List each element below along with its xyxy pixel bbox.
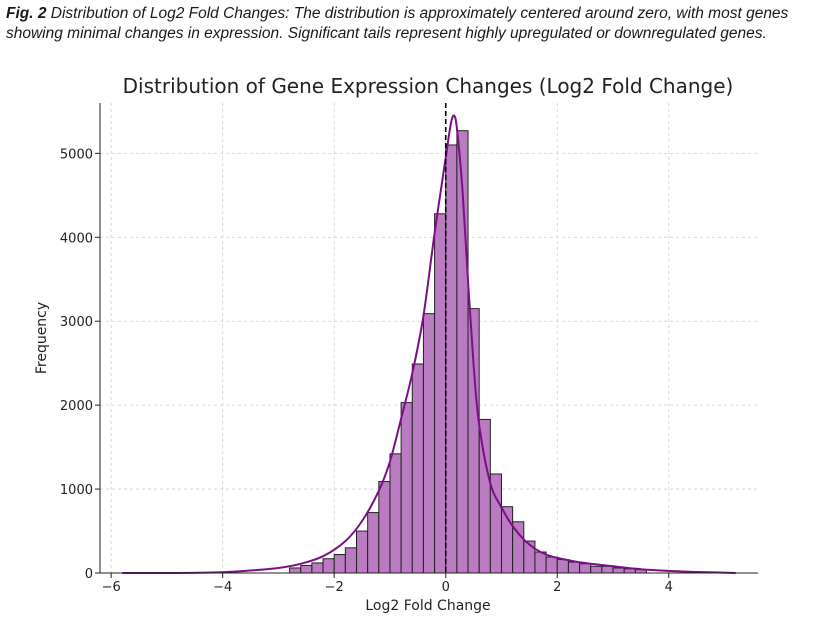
histogram-bar-11 xyxy=(411,363,424,574)
histogram-bars xyxy=(289,130,647,574)
figure-label: Fig. 2 xyxy=(6,5,47,22)
y-tick-label-4: 4000 xyxy=(60,231,93,246)
histogram-bar-24 xyxy=(556,559,569,574)
histogram-bar-1 xyxy=(300,564,313,574)
histogram-bar-10 xyxy=(400,402,413,574)
histogram-bar-13 xyxy=(434,213,447,574)
y-tick-label-2: 2000 xyxy=(60,399,93,414)
y-axis-label: Frequency xyxy=(34,302,50,374)
histogram-bar-27 xyxy=(590,565,603,574)
kde-curve-layer xyxy=(122,114,736,575)
histogram-bar-26 xyxy=(579,563,592,574)
histogram-bar-4 xyxy=(333,554,346,574)
histogram-bar-29 xyxy=(612,567,625,574)
axes: −6 −4 −2 0 2 4 0 1000 2000 3000 4000 5000 xyxy=(60,103,758,595)
histogram-bar-25 xyxy=(567,561,581,574)
histogram-bar-16 xyxy=(467,308,480,574)
histogram-bar-28 xyxy=(601,565,614,574)
x-axis-label: Log2 Fold Change xyxy=(365,598,490,614)
x-tick-label-5: 4 xyxy=(665,580,673,595)
y-tick-label-3: 3000 xyxy=(60,315,93,330)
x-tick-label-1: −4 xyxy=(213,580,232,595)
histogram-bar-23 xyxy=(545,556,558,574)
histogram-bar-21 xyxy=(523,540,536,574)
chart-title: Distribution of Gene Expression Changes … xyxy=(123,74,734,98)
x-tick-label-2: −2 xyxy=(325,580,344,595)
histogram-bar-8 xyxy=(378,481,391,574)
histogram-bar-3 xyxy=(322,558,335,574)
histogram-bar-12 xyxy=(422,313,436,574)
figure-caption: Fig. 2 Distribution of Log2 Fold Changes… xyxy=(6,4,826,44)
histogram-bar-7 xyxy=(367,512,380,574)
y-tick-label-5: 5000 xyxy=(60,147,93,162)
histogram-bar-22 xyxy=(534,551,547,574)
kde-curve xyxy=(122,114,736,575)
histogram-bar-5 xyxy=(344,547,358,574)
histogram-bar-2 xyxy=(311,562,324,574)
x-tick-label-4: 2 xyxy=(553,580,561,595)
caption-text: Distribution of Log2 Fold Changes: The d… xyxy=(6,5,789,42)
y-tick-label-0: 0 xyxy=(85,567,93,582)
histogram-bar-6 xyxy=(356,530,369,574)
histogram-bar-0 xyxy=(289,567,302,574)
histogram-bar-14 xyxy=(445,144,458,574)
x-tick-label-3: 0 xyxy=(442,580,450,595)
y-tick-label-1: 1000 xyxy=(60,483,93,498)
histogram-bar-9 xyxy=(389,453,402,574)
x-tick-label-0: −6 xyxy=(102,580,121,595)
